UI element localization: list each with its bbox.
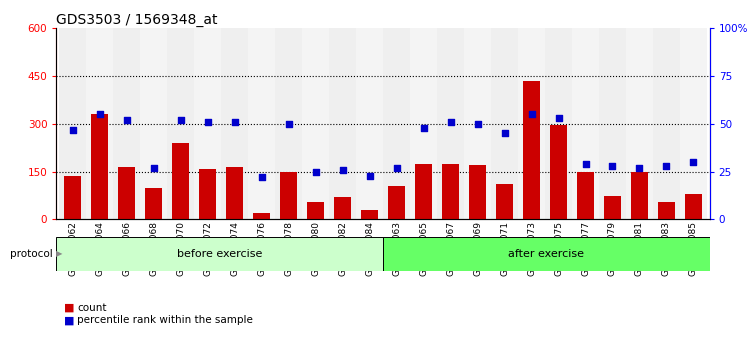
Bar (523, 81, 540, 219)
Bar (415, 164, 432, 219)
Point (255, 175, 267, 180)
Bar (248, 28, 275, 219)
Point (499, 131, 511, 136)
Point (526, 112, 538, 117)
Bar (113, 28, 140, 219)
Point (580, 161, 592, 167)
Bar (686, 194, 701, 219)
Text: count: count (77, 303, 107, 313)
Point (336, 167, 348, 173)
Bar (659, 202, 674, 219)
Bar (383, 237, 710, 271)
Bar (280, 172, 297, 219)
Bar (626, 28, 653, 219)
Point (147, 165, 159, 171)
Bar (59, 28, 86, 219)
Point (67, 127, 79, 132)
Bar (200, 169, 216, 219)
Bar (194, 28, 221, 219)
Text: ▶: ▶ (56, 250, 62, 258)
Bar (680, 28, 707, 219)
Bar (632, 172, 647, 219)
Bar (491, 28, 518, 219)
Bar (361, 210, 378, 219)
Bar (464, 28, 491, 219)
Text: before exercise: before exercise (177, 249, 262, 259)
Bar (496, 184, 513, 219)
Bar (356, 28, 383, 219)
Point (660, 163, 672, 169)
Point (174, 117, 186, 123)
Bar (92, 114, 107, 219)
Text: GDS3503 / 1569348_at: GDS3503 / 1569348_at (56, 13, 218, 27)
Bar (388, 186, 405, 219)
Bar (119, 167, 134, 219)
Bar (65, 176, 80, 219)
Point (553, 115, 565, 121)
Bar (605, 195, 620, 219)
Bar (226, 167, 243, 219)
Bar (275, 28, 302, 219)
Point (228, 119, 240, 125)
Point (282, 121, 294, 127)
Text: ■: ■ (64, 303, 74, 313)
Text: percentile rank within the sample: percentile rank within the sample (77, 315, 253, 325)
Bar (307, 202, 324, 219)
Point (363, 173, 376, 178)
Bar (221, 28, 248, 219)
Bar (86, 28, 113, 219)
Bar (56, 237, 383, 271)
Text: ■: ■ (64, 315, 74, 325)
Point (687, 159, 699, 165)
Bar (383, 28, 410, 219)
Bar (173, 143, 189, 219)
Bar (572, 28, 599, 219)
Bar (410, 28, 437, 219)
Point (634, 165, 646, 171)
Bar (469, 165, 486, 219)
Bar (550, 126, 566, 219)
Point (391, 165, 403, 171)
Point (94, 112, 106, 117)
Point (120, 117, 132, 123)
Bar (653, 28, 680, 219)
Bar (442, 164, 459, 219)
Bar (146, 188, 161, 219)
Bar (329, 28, 356, 219)
Bar (545, 28, 572, 219)
Bar (253, 213, 270, 219)
Point (472, 121, 484, 127)
Bar (167, 28, 194, 219)
Bar (334, 197, 351, 219)
Bar (518, 28, 545, 219)
Text: protocol: protocol (10, 249, 53, 259)
Bar (578, 172, 593, 219)
Point (445, 119, 457, 125)
Bar (140, 28, 167, 219)
Point (309, 169, 321, 175)
Point (418, 125, 430, 131)
Text: after exercise: after exercise (508, 249, 584, 259)
Bar (599, 28, 626, 219)
Bar (437, 28, 464, 219)
Point (607, 163, 619, 169)
Bar (302, 28, 329, 219)
Point (201, 119, 213, 125)
